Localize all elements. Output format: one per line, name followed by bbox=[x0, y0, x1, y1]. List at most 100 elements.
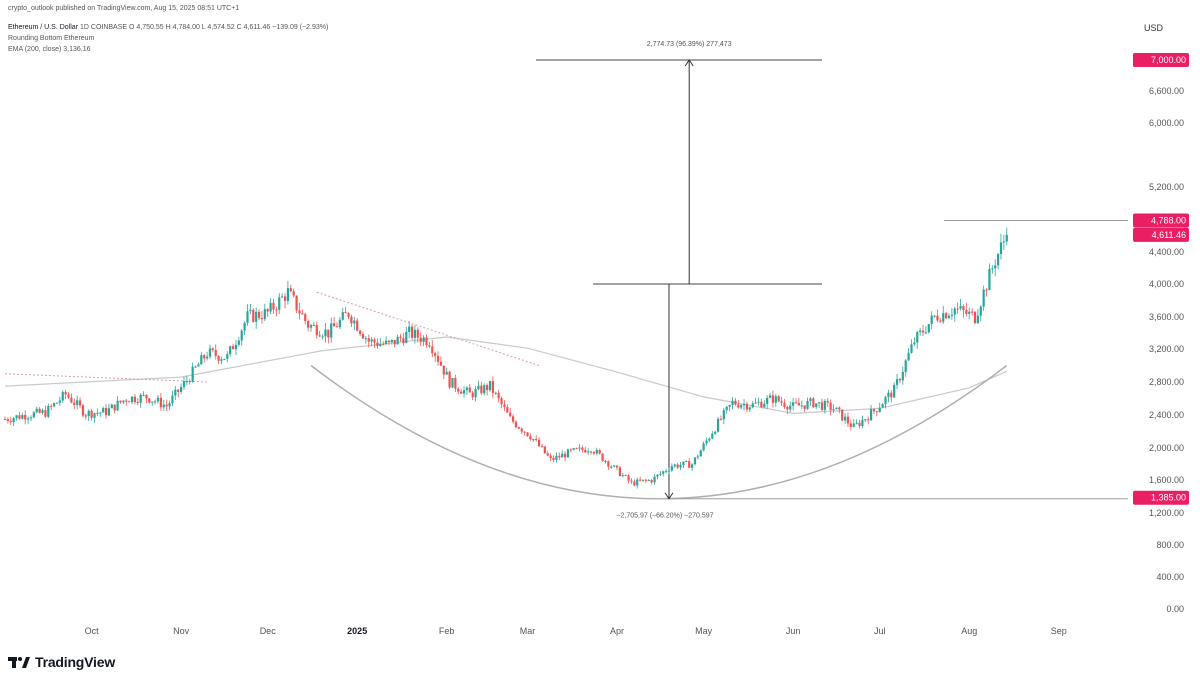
candle bbox=[959, 298, 962, 311]
candle bbox=[664, 468, 668, 474]
candle bbox=[324, 322, 327, 343]
candle bbox=[333, 316, 336, 327]
candle bbox=[587, 448, 590, 456]
candle bbox=[630, 478, 633, 484]
x-tick-label: Aug bbox=[961, 626, 977, 636]
svg-text:7,000.00: 7,000.00 bbox=[1151, 55, 1186, 65]
candle bbox=[162, 399, 165, 411]
candle bbox=[716, 416, 720, 433]
indicator-legend-pattern[interactable]: Rounding Bottom Ethereum bbox=[8, 35, 94, 42]
indicator-1-value: Ethereum bbox=[64, 35, 95, 42]
candle bbox=[382, 341, 385, 346]
rounding-bottom-arc[interactable] bbox=[310, 364, 1008, 500]
candle bbox=[200, 351, 203, 365]
candle bbox=[165, 399, 168, 411]
trend-line[interactable] bbox=[316, 291, 540, 366]
candle bbox=[708, 437, 711, 443]
y-tick-label: 5,200.00 bbox=[1149, 182, 1184, 192]
candle bbox=[838, 406, 841, 414]
candle bbox=[682, 461, 685, 469]
candle bbox=[234, 339, 238, 355]
candle bbox=[148, 398, 151, 404]
candle bbox=[226, 351, 229, 363]
candle bbox=[431, 340, 434, 358]
candle bbox=[67, 392, 70, 400]
candle bbox=[174, 386, 177, 401]
candle bbox=[465, 385, 469, 395]
candle bbox=[982, 285, 985, 311]
candle bbox=[991, 265, 994, 274]
candle bbox=[789, 401, 792, 413]
candle bbox=[128, 400, 131, 403]
candle bbox=[87, 409, 90, 421]
candle bbox=[930, 311, 933, 330]
symbol-interval: 1D bbox=[79, 24, 89, 31]
candle bbox=[390, 339, 393, 345]
candle bbox=[639, 476, 642, 482]
candle bbox=[572, 447, 575, 451]
ohlc-values: O 4,750.55 H 4,784.00 L 4,574.52 C 4,611… bbox=[129, 24, 329, 31]
candle bbox=[996, 253, 1000, 270]
x-tick-label: Dec bbox=[260, 626, 277, 636]
candle bbox=[855, 419, 858, 425]
candle bbox=[480, 381, 483, 395]
candle bbox=[252, 308, 255, 323]
candle bbox=[696, 454, 699, 460]
candle bbox=[47, 403, 50, 418]
candle bbox=[867, 416, 870, 425]
x-tick-label: Jul bbox=[874, 626, 886, 636]
y-axis: 0.00 400.00 800.00 1,200.00 1,600.00 2,000.00… bbox=[1149, 55, 1184, 614]
candle bbox=[693, 457, 697, 466]
candle bbox=[3, 416, 7, 421]
candle bbox=[52, 402, 56, 408]
candle bbox=[188, 378, 191, 385]
tradingview-logo-icon bbox=[8, 657, 30, 668]
candle bbox=[881, 403, 884, 408]
candle bbox=[425, 334, 428, 348]
candle bbox=[584, 447, 587, 453]
candle bbox=[281, 293, 284, 298]
candle bbox=[130, 396, 134, 405]
candle bbox=[581, 445, 584, 453]
candle bbox=[104, 404, 108, 419]
candle bbox=[794, 398, 798, 405]
indicator-2-name: EMA (200, close) bbox=[8, 46, 62, 53]
candle bbox=[272, 298, 275, 314]
candle bbox=[353, 316, 356, 331]
candle bbox=[451, 377, 454, 388]
candle bbox=[872, 408, 876, 415]
trend-line[interactable] bbox=[4, 373, 208, 383]
candle bbox=[971, 308, 974, 316]
candle bbox=[774, 394, 777, 407]
candle bbox=[139, 392, 142, 408]
candle bbox=[156, 394, 160, 404]
candle bbox=[488, 381, 492, 392]
candle bbox=[757, 397, 760, 406]
y-tick-label: 6,000.00 bbox=[1149, 118, 1184, 128]
candle bbox=[924, 326, 928, 335]
candle bbox=[754, 397, 757, 404]
candle bbox=[809, 397, 812, 406]
candle bbox=[895, 373, 899, 390]
symbol-legend[interactable]: Ethereum / U.S. Dollar 1D COINBASE O 4,7… bbox=[8, 24, 328, 31]
candle bbox=[35, 406, 38, 414]
tradingview-logo-text: TradingView bbox=[35, 654, 116, 670]
candle bbox=[529, 433, 532, 441]
tradingview-logo[interactable]: TradingView bbox=[8, 654, 115, 670]
symbol-name: Ethereum / U.S. Dollar bbox=[8, 24, 79, 31]
measure-arrow-down bbox=[664, 492, 674, 500]
candle bbox=[962, 304, 965, 318]
candle bbox=[994, 259, 997, 277]
candle bbox=[376, 338, 379, 349]
indicator-legend-ema[interactable]: EMA (200, close) 3,136.16 bbox=[8, 46, 91, 53]
candle bbox=[797, 397, 800, 406]
candle bbox=[136, 397, 139, 406]
candle bbox=[818, 402, 821, 408]
candle bbox=[231, 343, 235, 350]
candle bbox=[650, 479, 653, 485]
candle bbox=[543, 446, 546, 454]
candle bbox=[555, 452, 558, 463]
candle bbox=[768, 393, 772, 399]
x-tick-label: Sep bbox=[1051, 626, 1067, 636]
